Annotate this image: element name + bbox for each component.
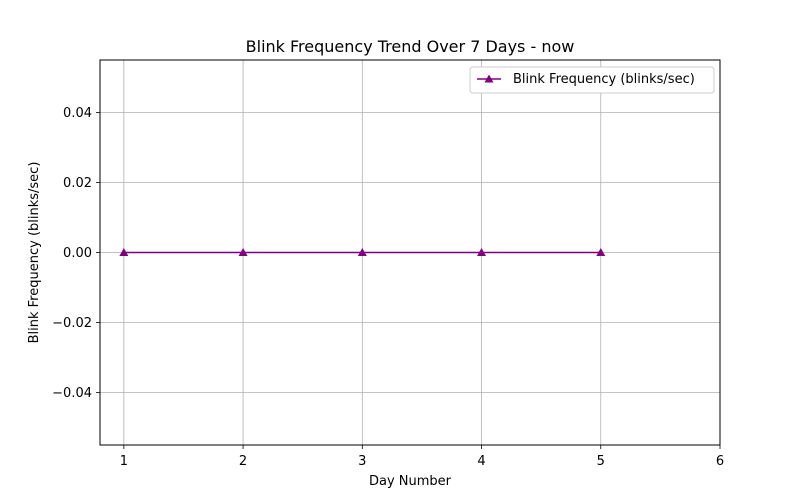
legend-triangle-marker [484,74,494,83]
x-tick-label: 2 [239,454,247,469]
y-tick-label: −0.02 [52,316,92,331]
chart-title: Blink Frequency Trend Over 7 Days - now [246,37,575,56]
y-tick-label: 0.02 [63,176,92,191]
x-tick-label: 4 [477,454,485,469]
y-axis-label: Blink Frequency (blinks/sec) [27,162,42,344]
data-point-marker [477,248,487,256]
legend-box [469,66,715,94]
y-tick-label: 0.00 [63,246,92,261]
x-axis-label: Day Number [369,474,452,489]
y-tick-label: −0.04 [52,386,92,401]
x-tick-label: 1 [120,454,128,469]
data-point-marker [119,248,129,256]
x-tick-label: 3 [358,454,366,469]
data-point-marker [596,248,606,256]
x-tick-label: 5 [597,454,605,469]
data-point-marker [238,248,248,256]
legend-label: Blink Frequency (blinks/sec) [513,72,695,87]
data-point-marker [357,248,367,256]
x-tick-label: 6 [716,454,724,469]
y-tick-label: 0.04 [63,106,92,121]
tick-layer: 1 2 3 4 5 6 0.04 0.02 0.00 −0.02 −0.04 [52,106,724,469]
series-layer [119,248,606,256]
legend: Blink Frequency (blinks/sec) [469,66,715,94]
